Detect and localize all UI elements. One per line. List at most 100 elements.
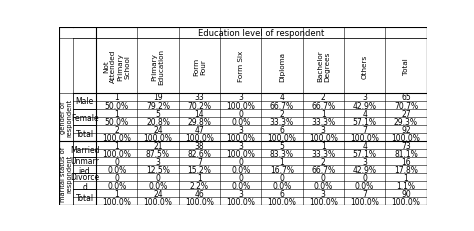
Text: 16.7%: 16.7% [270,165,294,174]
Text: 42.9%: 42.9% [353,165,377,174]
Text: 2: 2 [280,109,284,118]
Text: marital status of
respondent: marital status of respondent [60,146,73,201]
Text: 33.3%: 33.3% [311,117,335,126]
Text: 24: 24 [153,189,163,198]
Text: 33.3%: 33.3% [270,117,294,126]
Text: Male: Male [75,97,94,106]
Text: 100.0%: 100.0% [102,133,131,142]
Text: Diploma: Diploma [279,51,285,81]
Text: 3: 3 [238,189,243,198]
Text: Bachelor
Degrees: Bachelor Degrees [317,50,330,82]
Text: 0: 0 [114,157,119,166]
Text: 100.0%: 100.0% [144,197,173,206]
Text: 100.0%: 100.0% [102,149,131,158]
Text: 20.8%: 20.8% [146,117,170,126]
Text: 0.0%: 0.0% [231,165,250,174]
Text: 100.0%: 100.0% [226,197,255,206]
Text: 29.8%: 29.8% [187,117,211,126]
Text: Form
Four: Form Four [193,57,206,75]
Text: 65: 65 [401,93,411,102]
Text: Form Six: Form Six [237,51,244,82]
Text: 1: 1 [403,173,408,182]
Text: 0: 0 [114,173,119,182]
Text: 4: 4 [280,93,284,102]
Text: Primary
Education: Primary Education [152,48,164,84]
Text: Female: Female [71,113,99,122]
Text: 3: 3 [321,125,326,134]
Text: 1: 1 [114,93,119,102]
Text: 87.5%: 87.5% [146,149,170,158]
Text: 0.0%: 0.0% [273,181,292,190]
Text: 70.7%: 70.7% [394,101,418,110]
Text: 0.0%: 0.0% [314,181,333,190]
Text: 0: 0 [238,109,243,118]
Text: 5: 5 [155,109,160,118]
Text: 50.0%: 50.0% [105,117,129,126]
Text: 50.0%: 50.0% [105,101,129,110]
Text: 3: 3 [362,157,367,166]
Text: 1: 1 [321,109,326,118]
Text: 14: 14 [194,109,204,118]
Text: 7: 7 [362,189,367,198]
Text: 19: 19 [153,93,163,102]
Text: 1: 1 [197,173,201,182]
Text: 100.0%: 100.0% [392,133,420,142]
Text: 83.3%: 83.3% [270,149,294,158]
Text: 100.0%: 100.0% [267,133,296,142]
Text: 1: 1 [321,141,326,150]
Text: 4: 4 [362,109,367,118]
Text: 70.2%: 70.2% [187,101,211,110]
Text: 0: 0 [238,173,243,182]
Text: 82.6%: 82.6% [187,149,211,158]
Text: 0: 0 [155,173,160,182]
Text: 1: 1 [114,109,119,118]
Text: 2: 2 [321,93,326,102]
Text: 100.0%: 100.0% [267,197,296,206]
Text: Total: Total [75,193,94,202]
Text: 42.9%: 42.9% [353,101,377,110]
Text: Not
Attended
Primary
School: Not Attended Primary School [103,50,130,83]
Text: 66.7%: 66.7% [311,165,335,174]
Text: 29.3%: 29.3% [394,117,418,126]
Text: 16: 16 [401,157,411,166]
Text: 3: 3 [321,189,326,198]
Text: 0: 0 [280,173,284,182]
Text: 66.7%: 66.7% [311,101,335,110]
Text: 100.0%: 100.0% [226,133,255,142]
Text: 57.1%: 57.1% [353,149,377,158]
Text: Others: Others [362,54,368,78]
Text: 21: 21 [153,141,163,150]
Text: Total: Total [75,129,94,138]
Text: 90: 90 [401,189,411,198]
Text: 6: 6 [280,125,284,134]
Text: 47: 47 [194,125,204,134]
Text: 15.2%: 15.2% [187,165,211,174]
Text: 0.0%: 0.0% [231,117,250,126]
Text: 66.7%: 66.7% [270,101,294,110]
Text: 27: 27 [401,109,411,118]
Text: 38: 38 [194,141,204,150]
Text: 0.0%: 0.0% [107,165,126,174]
Text: 100.0%: 100.0% [309,133,337,142]
Text: 5: 5 [280,141,284,150]
Text: 7: 7 [362,125,367,134]
Text: Divorce
d: Divorce d [70,172,99,191]
Text: 100.0%: 100.0% [185,197,214,206]
Text: 3: 3 [238,125,243,134]
Text: 0: 0 [362,173,367,182]
Text: 46: 46 [194,189,204,198]
Text: 0.0%: 0.0% [148,181,168,190]
Text: 57.1%: 57.1% [353,117,377,126]
Text: 3: 3 [155,157,160,166]
Text: 100.0%: 100.0% [392,197,420,206]
Text: 92: 92 [401,125,411,134]
Text: 12.5%: 12.5% [146,165,170,174]
Text: 1: 1 [114,189,119,198]
Text: 100.0%: 100.0% [226,101,255,110]
Text: 2.2%: 2.2% [190,181,209,190]
Text: 24: 24 [153,125,163,134]
Text: 3: 3 [238,93,243,102]
Text: gender of
respondent: gender of respondent [60,99,73,137]
Text: 0: 0 [238,157,243,166]
Text: 100.0%: 100.0% [350,197,379,206]
